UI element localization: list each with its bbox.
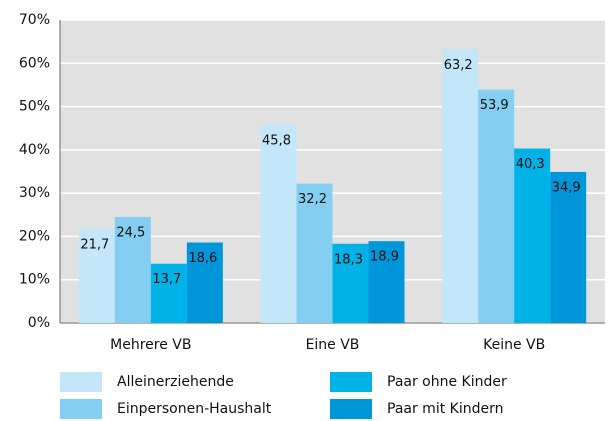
value-label: 13,7 [152, 272, 181, 287]
legend-swatch [330, 399, 372, 419]
y-tick-label: 40% [19, 142, 50, 158]
value-label: 32,2 [298, 192, 327, 207]
legend-swatch [60, 399, 102, 419]
bar [296, 183, 333, 323]
legend-label: Einpersonen-Haushalt [117, 401, 272, 417]
legend-label: Paar ohne Kinder [387, 374, 507, 390]
y-tick-label: 20% [19, 228, 50, 244]
x-tick-label: Eine VB [306, 337, 360, 353]
bar [368, 241, 405, 323]
bar [332, 243, 369, 323]
bar [514, 148, 551, 323]
value-label: 45,8 [262, 133, 291, 148]
bar [478, 89, 515, 323]
bar [442, 49, 479, 323]
bar [78, 229, 115, 323]
value-label: 24,5 [116, 225, 145, 240]
value-label: 18,9 [370, 250, 399, 265]
value-label: 18,3 [334, 252, 363, 267]
bar [114, 216, 151, 323]
value-label: 34,9 [552, 180, 581, 195]
y-tick-label: 70% [19, 12, 50, 28]
x-tick-label: Mehrere VB [110, 337, 191, 353]
y-tick-label: 30% [19, 185, 50, 201]
legend-swatch [60, 372, 102, 392]
legend-swatch [330, 372, 372, 392]
value-label: 63,2 [444, 58, 473, 73]
bar [150, 263, 187, 323]
legend-label: Alleinerziehende [117, 374, 234, 390]
legend-label: Paar mit Kindern [387, 401, 503, 417]
y-tick-label: 60% [19, 55, 50, 71]
y-tick-label: 10% [19, 272, 50, 288]
bar [260, 124, 297, 323]
value-label: 18,6 [188, 251, 217, 266]
y-tick-label: 0% [28, 315, 50, 331]
bar [186, 242, 223, 323]
value-label: 40,3 [516, 157, 545, 172]
y-tick-label: 50% [19, 99, 50, 115]
x-tick-label: Keine VB [483, 337, 545, 353]
value-label: 21,7 [80, 238, 109, 253]
value-label: 53,9 [480, 98, 509, 113]
bar [550, 171, 587, 323]
